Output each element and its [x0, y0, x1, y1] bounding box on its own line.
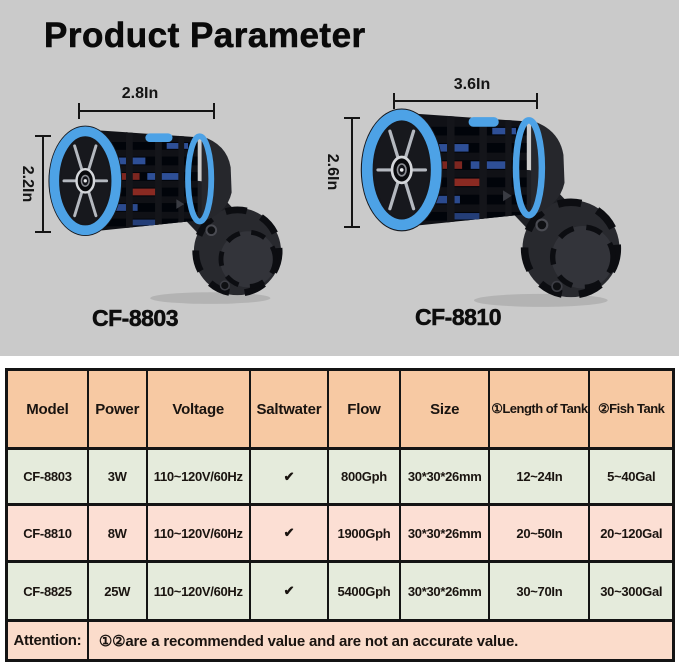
cell-saltwater-checkmark: ✔ — [248, 560, 329, 622]
page-title: Product Parameter — [44, 16, 366, 56]
width-dimension-line-cf8810 — [393, 93, 538, 109]
attention-text: ①②are a recommended value and are not an… — [86, 619, 675, 662]
col-header-fish-tank: ②Fish Tank — [588, 368, 675, 450]
cell-voltage: 110~120V/60Hz — [145, 560, 251, 622]
cell-size: 30*30*26mm — [398, 447, 491, 506]
cell-power: 8W — [86, 503, 148, 563]
cell-saltwater-checkmark: ✔ — [248, 503, 329, 563]
cell-flow: 800Gph — [326, 447, 401, 506]
cell-power: 25W — [86, 560, 148, 622]
cell-model: CF-8810 — [5, 503, 89, 563]
cell-length-of-tank: 12~24In — [488, 447, 591, 506]
cell-power: 3W — [86, 447, 148, 506]
col-header-voltage: Voltage — [145, 368, 251, 450]
cell-voltage: 110~120V/60Hz — [145, 447, 251, 506]
cell-voltage: 110~120V/60Hz — [145, 503, 251, 563]
table-row-cf8803: CF-8803 3W 110~120V/60Hz ✔ 800Gph 30*30*… — [5, 447, 675, 506]
cell-model: CF-8803 — [5, 447, 89, 506]
product-caption-cf8803: CF-8803 — [92, 305, 179, 332]
cell-fish-tank: 30~300Gal — [588, 560, 675, 622]
height-dimension-label-cf8810: 2.6In — [324, 153, 341, 191]
cell-saltwater-checkmark: ✔ — [248, 447, 329, 506]
attention-row: Attention: ①②are a recommended value and… — [5, 619, 675, 662]
cell-flow: 1900Gph — [326, 503, 401, 563]
height-dimension-line-cf8803 — [35, 135, 51, 233]
col-header-saltwater: Saltwater — [248, 368, 329, 450]
col-header-length-of-tank: ①Length of Tank — [488, 368, 591, 450]
attention-label: Attention: — [5, 619, 89, 662]
product-caption-cf8810: CF-8810 — [415, 304, 502, 331]
cell-fish-tank: 20~120Gal — [588, 503, 675, 563]
cell-size: 30*30*26mm — [398, 560, 491, 622]
cell-flow: 5400Gph — [326, 560, 401, 622]
cell-fish-tank: 5~40Gal — [588, 447, 675, 506]
width-dimension-label-cf8810: 3.6In — [453, 76, 491, 93]
pump-image-cf8810 — [341, 88, 622, 309]
spec-table: Model Power Voltage Saltwater Flow Size … — [5, 368, 675, 662]
cell-length-of-tank: 20~50In — [488, 503, 591, 563]
pump-image-cf8803 — [31, 107, 283, 306]
height-dimension-line-cf8810 — [344, 117, 360, 228]
product-showcase-panel: Product Parameter — [0, 0, 679, 356]
table-header-row: Model Power Voltage Saltwater Flow Size … — [5, 368, 675, 450]
cell-model: CF-8825 — [5, 560, 89, 622]
width-dimension-line-cf8803 — [78, 103, 215, 119]
cell-size: 30*30*26mm — [398, 503, 491, 563]
width-dimension-label-cf8803: 2.8In — [121, 85, 159, 102]
col-header-power: Power — [86, 368, 148, 450]
table-row-cf8810: CF-8810 8W 110~120V/60Hz ✔ 1900Gph 30*30… — [5, 503, 675, 563]
col-header-model: Model — [5, 368, 89, 450]
table-row-cf8825: CF-8825 25W 110~120V/60Hz ✔ 5400Gph 30*3… — [5, 560, 675, 622]
cell-length-of-tank: 30~70In — [488, 560, 591, 622]
col-header-size: Size — [398, 368, 491, 450]
col-header-flow: Flow — [326, 368, 401, 450]
